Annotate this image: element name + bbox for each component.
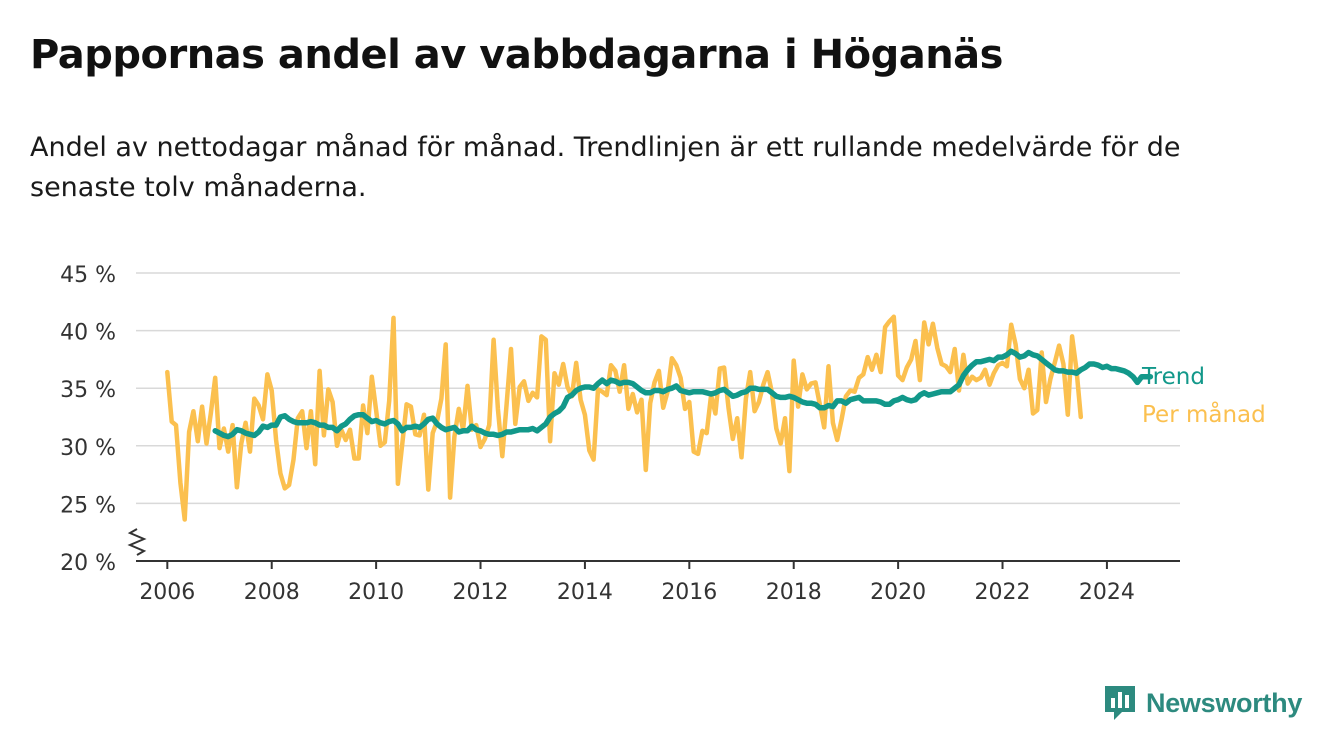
x-tick-label: 2022 — [975, 580, 1031, 605]
x-tick-label: 2012 — [453, 580, 509, 605]
x-tick-label: 2016 — [661, 580, 717, 605]
series-line-per-manad — [165, 314, 1084, 522]
y-tick-label: 35 % — [60, 378, 116, 403]
series-label-trend: Trend — [1141, 364, 1205, 390]
x-tick-label: 2006 — [139, 580, 195, 605]
y-tick-label: 25 % — [60, 493, 116, 518]
x-tick-label: 2018 — [766, 580, 822, 605]
x-tick-label: 2024 — [1079, 580, 1135, 605]
newsworthy-logo-icon — [1105, 686, 1135, 720]
x-tick-label: 2010 — [348, 580, 404, 605]
x-tick-label: 2014 — [557, 580, 613, 605]
chart-subtitle: Andel av nettodagar månad för månad. Tre… — [30, 132, 1181, 203]
newsworthy-logo: Newsworthy — [1102, 683, 1302, 723]
y-tick-label: 45 % — [60, 263, 116, 288]
y-tick-label: 40 % — [60, 321, 116, 346]
chart-title: Pappornas andel av vabbdagarna i Höganäs — [30, 32, 1003, 78]
axis-break-icon — [127, 528, 147, 556]
y-tick-label: 30 % — [60, 436, 116, 461]
brand-name: Newsworthy — [1146, 687, 1303, 718]
x-tick-label: 2020 — [870, 580, 926, 605]
series-label-per-manad: Per månad — [1142, 400, 1266, 428]
series-line-trend — [212, 348, 1154, 440]
x-tick-label: 2008 — [244, 580, 300, 605]
y-tick-label: 20 % — [60, 551, 116, 576]
